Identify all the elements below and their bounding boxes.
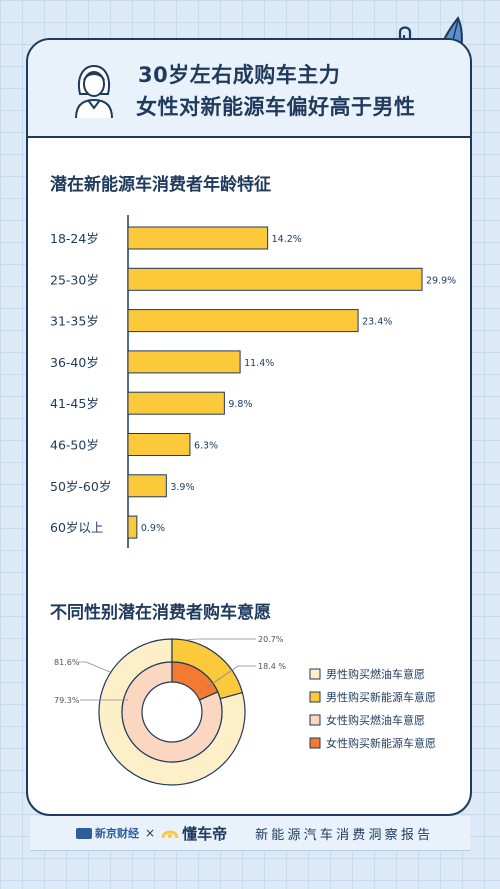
dongchedi-logo-icon <box>161 830 179 839</box>
xinjing-logo: 新京财经 <box>76 825 139 841</box>
age-chart-title: 潜在新能源车消费者年龄特征 <box>50 175 271 195</box>
report-title: 新能源汽车消费洞察报告 <box>255 827 434 843</box>
header-panel: 30岁左右成购车主力 女性对新能源车偏好高于男性 <box>28 40 470 138</box>
times-sign: × <box>145 826 156 840</box>
report-card: 30岁左右成购车主力 女性对新能源车偏好高于男性 潜在新能源车消费者年龄特征 不… <box>26 38 472 816</box>
dongchedi-logo: 懂车帝 <box>161 823 227 844</box>
header-title-line2: 女性对新能源车偏好高于男性 <box>136 95 416 119</box>
gender-chart-title: 不同性别潜在消费者购车意愿 <box>50 603 271 623</box>
header-title-line1: 30岁左右成购车主力 <box>138 63 341 87</box>
woman-avatar-icon <box>75 64 113 119</box>
dongchedi-logo-text: 懂车帝 <box>182 824 228 843</box>
xinjing-logo-icon <box>76 827 92 839</box>
footer-bar: 新京财经 × 懂车帝 新能源汽车消费洞察报告 <box>30 816 470 851</box>
xinjing-logo-text: 新京财经 <box>95 827 139 840</box>
